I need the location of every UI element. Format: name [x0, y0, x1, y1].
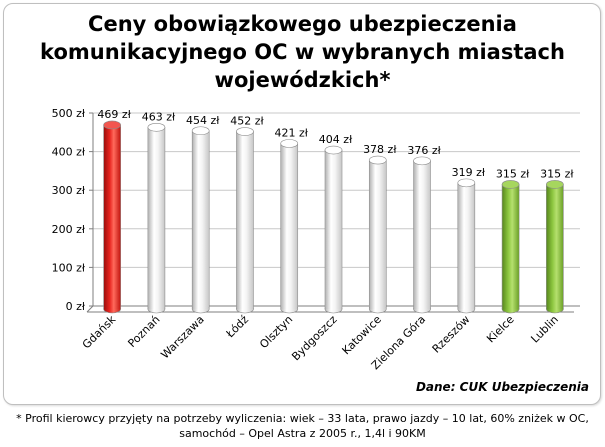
footnote-line-2: samochód – Opel Astra z 2005 r., 1,4l i …	[179, 427, 426, 440]
bar-Lublin	[546, 180, 564, 314]
bars	[103, 120, 564, 314]
x-tick-label: Lublin	[528, 313, 561, 346]
bar-Zielona Góra	[413, 156, 431, 314]
bar-top	[103, 120, 121, 130]
bar-Poznań	[147, 122, 166, 314]
x-tick-label: Gdańsk	[80, 312, 119, 351]
bar-top	[457, 178, 476, 188]
data-label: 315 zł	[496, 167, 530, 180]
bar-top	[191, 126, 210, 136]
data-label: 469 zł	[97, 108, 131, 121]
data-label: 421 zł	[275, 126, 309, 139]
labels: 0 zł 100 zł 200 zł 300 zł 400 zł 500 zł 469 zł…	[52, 107, 575, 372]
bar-Kielce	[501, 180, 520, 314]
data-label: 454 zł	[186, 114, 220, 127]
x-tick-label: Warszawa	[158, 313, 206, 361]
bar-Olsztyn	[280, 139, 299, 314]
x-tick-label: Kielce	[484, 313, 517, 346]
y-tick-label: 400 zł	[52, 146, 86, 159]
bar-top	[236, 127, 254, 136]
x-tick-label: Katowice	[340, 313, 384, 357]
chart-title-line-3: wojewódzkich*	[214, 68, 391, 92]
bar-top	[280, 139, 299, 148]
bar-body-fill	[369, 160, 386, 309]
bar-Gdańsk	[103, 120, 121, 314]
x-tick-label: Bydgoszcz	[289, 313, 339, 363]
x-tick-label: Łódź	[223, 313, 251, 341]
bar-body-fill	[281, 143, 298, 309]
data-label: 463 zł	[142, 110, 176, 123]
bar-top	[324, 145, 343, 155]
data-label: 376 zł	[407, 144, 441, 157]
bar-body-fill	[236, 131, 254, 309]
data-label: 319 zł	[452, 166, 486, 179]
bar-Warszawa	[191, 126, 210, 314]
floor-edge-left	[86, 305, 94, 313]
bar-body-fill	[148, 127, 165, 309]
bar-Łódź	[236, 127, 254, 314]
chart-title: Ceny obowiązkowego ubezpieczenia komunik…	[0, 10, 605, 94]
footnote-line-1: * Profil kierowcy przyjęty na potrzeby w…	[16, 412, 589, 425]
bar-body-fill	[192, 130, 209, 309]
bar-chart: 0 zł 100 zł 200 zł 300 zł 400 zł 500 zł 469 zł…	[52, 107, 580, 372]
data-label: 404 zł	[319, 133, 353, 146]
data-source-note: Dane: CUK Ubezpieczenia	[415, 380, 589, 394]
x-tick-label: Olsztyn	[257, 313, 295, 351]
bar-top	[546, 180, 564, 189]
chart-title-line-1: Ceny obowiązkowego ubezpieczenia	[88, 12, 517, 36]
x-tick-label: Poznań	[125, 313, 162, 350]
bar-top	[368, 155, 387, 165]
footnote: * Profil kierowcy przyjęty na potrzeby w…	[0, 411, 605, 441]
x-tick-label: Rzeszów	[430, 313, 473, 356]
y-tick-label: 300 zł	[52, 184, 86, 197]
bar-Rzeszów	[457, 178, 476, 314]
y-tick-label: 500 zł	[52, 107, 86, 120]
chart-frame	[3, 3, 601, 405]
chart-title-line-2: komunikacyjnego OC w wybranych miastach	[40, 40, 565, 64]
bar-top	[147, 122, 166, 132]
y-tick-label: 100 zł	[52, 261, 86, 274]
data-label: 315 zł	[540, 167, 574, 180]
data-label: 378 zł	[363, 143, 397, 156]
bar-body-fill	[413, 160, 431, 309]
bar-body-fill	[502, 184, 519, 309]
bar-top	[501, 180, 520, 189]
bar-Bydgoszcz	[324, 145, 343, 314]
bar-Katowice	[368, 155, 387, 314]
bar-body-fill	[325, 150, 342, 309]
data-label: 452 zł	[230, 115, 264, 128]
bar-body-fill	[104, 124, 121, 309]
y-tick-label: 0 zł	[66, 300, 86, 313]
bar-body-fill	[546, 184, 563, 309]
bar-top	[413, 156, 431, 166]
bar-body-fill	[458, 182, 475, 309]
y-tick-label: 200 zł	[52, 223, 86, 236]
